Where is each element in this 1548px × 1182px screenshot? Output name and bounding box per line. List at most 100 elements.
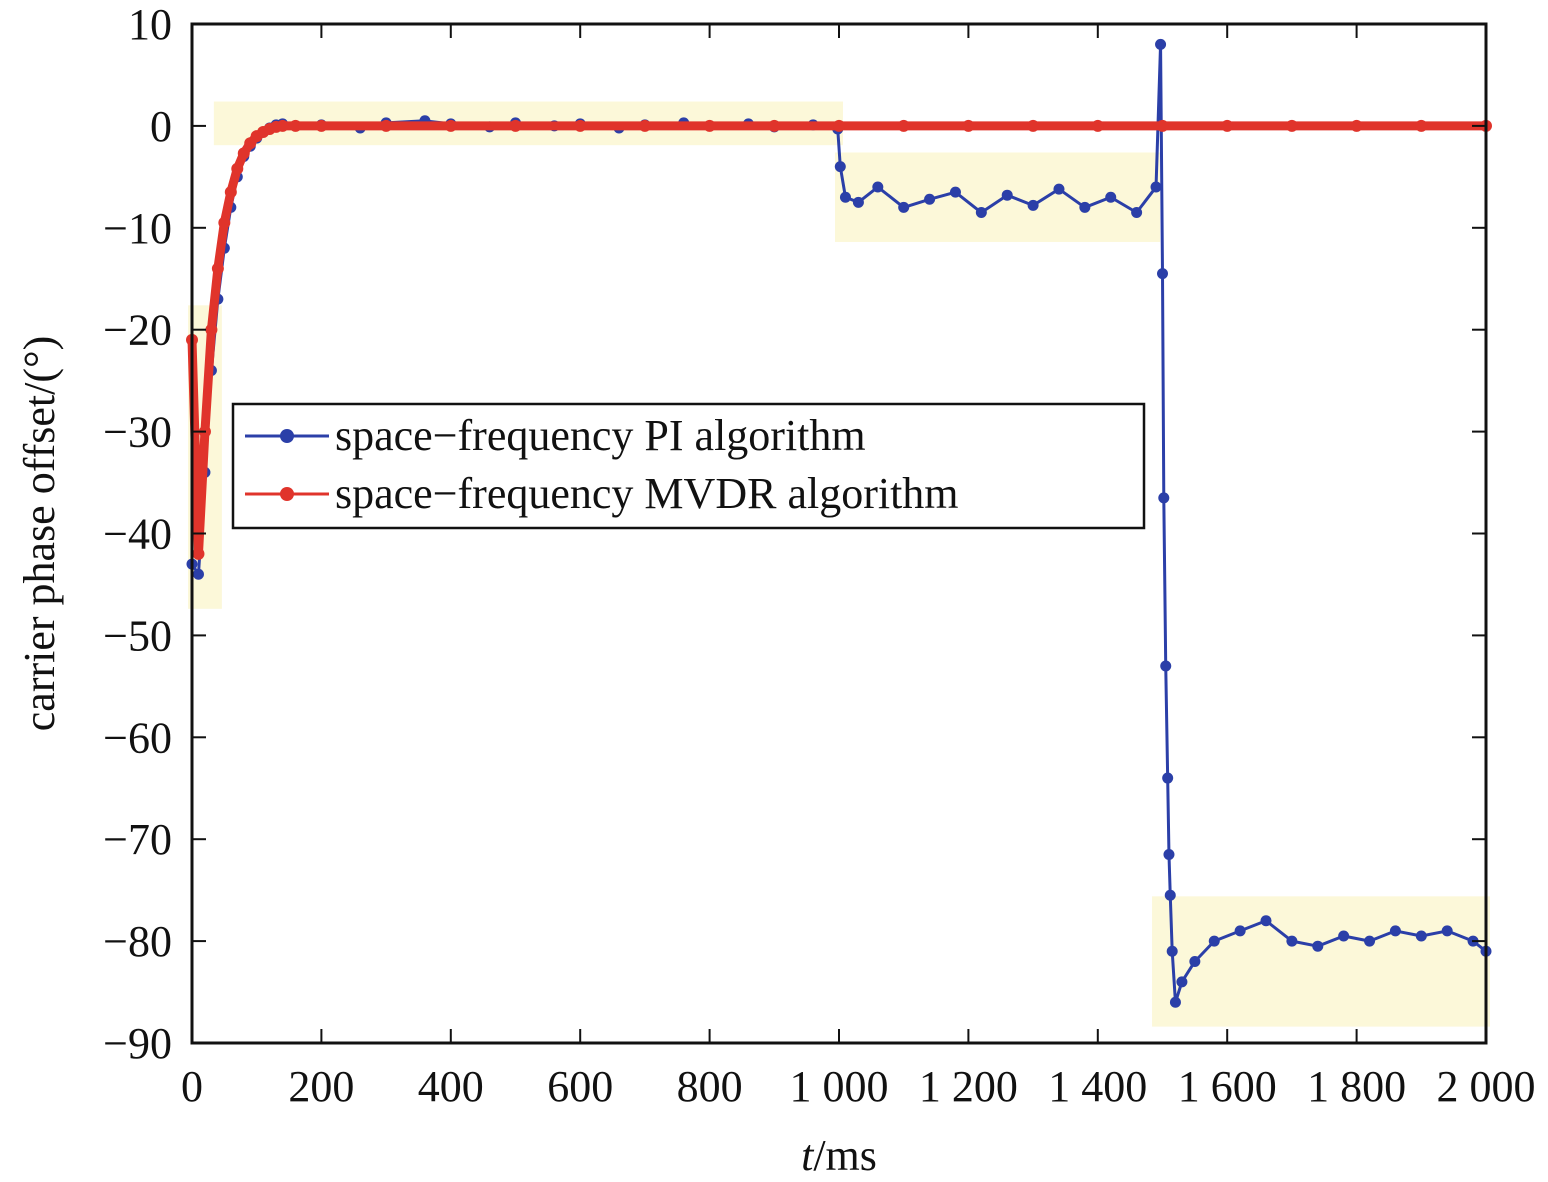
y-tick-label: 0 bbox=[150, 102, 172, 151]
x-tick-label: 1 200 bbox=[919, 1062, 1018, 1111]
data-point bbox=[1158, 492, 1170, 504]
x-axis-title-italic: t bbox=[801, 1131, 815, 1180]
data-point bbox=[975, 207, 987, 219]
y-tick-label: −10 bbox=[103, 204, 172, 253]
data-point bbox=[1285, 119, 1298, 132]
data-point bbox=[1162, 772, 1174, 784]
data-point bbox=[1163, 848, 1175, 860]
y-tick-label: −90 bbox=[103, 1019, 172, 1068]
data-point bbox=[1160, 660, 1172, 672]
legend: space−frequency PI algorithm space−frequ… bbox=[231, 402, 1146, 530]
data-point bbox=[1389, 925, 1401, 937]
data-point bbox=[380, 119, 393, 132]
data-point bbox=[1364, 935, 1376, 947]
legend-label-pi: space−frequency PI algorithm bbox=[335, 411, 866, 460]
data-point bbox=[237, 147, 250, 160]
data-point bbox=[1156, 119, 1169, 132]
data-point bbox=[839, 191, 851, 203]
y-tick-label: 10 bbox=[128, 0, 172, 49]
data-point bbox=[1189, 955, 1201, 967]
data-point bbox=[897, 119, 910, 132]
data-point bbox=[1350, 119, 1363, 132]
data-point bbox=[574, 119, 587, 132]
data-point bbox=[1001, 189, 1013, 201]
data-point bbox=[1166, 945, 1178, 957]
x-tick-label: 2 000 bbox=[1437, 1062, 1536, 1111]
data-point bbox=[924, 193, 936, 205]
y-tick-label: −80 bbox=[103, 917, 172, 966]
data-point bbox=[898, 201, 910, 213]
y-tick-label: −60 bbox=[103, 713, 172, 762]
data-point bbox=[1176, 976, 1188, 988]
data-point bbox=[444, 119, 457, 132]
x-axis-title-rest: /ms bbox=[813, 1131, 877, 1180]
x-axis-title: t/ms bbox=[801, 1131, 877, 1180]
data-point bbox=[289, 119, 302, 132]
x-tick-label: 400 bbox=[418, 1062, 484, 1111]
data-point bbox=[1105, 191, 1117, 203]
y-tick-label: −50 bbox=[103, 611, 172, 660]
x-tick-label: 600 bbox=[547, 1062, 613, 1111]
highlight-bands bbox=[188, 101, 1490, 1027]
y-tick-label: −30 bbox=[103, 408, 172, 457]
data-point bbox=[1079, 201, 1091, 213]
data-point bbox=[1027, 119, 1040, 132]
data-point bbox=[205, 323, 218, 336]
series-mvdr bbox=[186, 119, 1492, 560]
x-tick-label: 0 bbox=[181, 1062, 203, 1111]
x-tick-label: 1 400 bbox=[1048, 1062, 1147, 1111]
legend-marker-pi bbox=[280, 429, 294, 443]
data-point bbox=[1221, 119, 1234, 132]
data-point bbox=[231, 162, 244, 175]
data-point bbox=[1091, 119, 1104, 132]
legend-box bbox=[231, 402, 1146, 530]
data-point bbox=[1169, 996, 1181, 1008]
data-point bbox=[1234, 925, 1246, 937]
y-tick-label: −70 bbox=[103, 815, 172, 864]
data-point bbox=[1260, 915, 1272, 927]
data-point bbox=[1027, 199, 1039, 211]
data-point bbox=[509, 119, 522, 132]
data-point bbox=[224, 186, 237, 199]
data-point bbox=[315, 119, 328, 132]
data-point bbox=[834, 161, 846, 173]
y-axis-title: carrier phase offset/(°) bbox=[15, 336, 64, 731]
data-point bbox=[192, 568, 204, 580]
data-point bbox=[1338, 930, 1350, 942]
data-point bbox=[192, 547, 205, 560]
x-tick-label: 200 bbox=[288, 1062, 354, 1111]
data-point bbox=[1286, 935, 1298, 947]
data-point bbox=[276, 119, 289, 132]
data-point bbox=[1155, 38, 1167, 50]
data-point bbox=[833, 119, 845, 132]
data-point bbox=[1164, 889, 1176, 901]
data-point bbox=[852, 196, 864, 208]
legend-marker-mvdr bbox=[280, 487, 294, 501]
legend-label-mvdr: space−frequency MVDR algorithm bbox=[335, 469, 959, 518]
data-point bbox=[962, 119, 975, 132]
x-tick-label: 1 600 bbox=[1178, 1062, 1277, 1111]
data-point bbox=[1415, 930, 1427, 942]
y-tick-label: −20 bbox=[103, 306, 172, 355]
y-axis: 10 0 −10 −20 −30 −40 −50 −60 −70 −80 −90 bbox=[103, 0, 1486, 1068]
data-point bbox=[218, 216, 231, 229]
data-point bbox=[872, 181, 884, 193]
data-point bbox=[211, 262, 224, 275]
y-tick-label: −40 bbox=[103, 510, 172, 559]
x-tick-label: 1 800 bbox=[1307, 1062, 1406, 1111]
data-point bbox=[638, 119, 651, 132]
legend-item-mvdr: space−frequency MVDR algorithm bbox=[245, 469, 959, 518]
legend-item-pi: space−frequency PI algorithm bbox=[245, 411, 866, 460]
data-point bbox=[1157, 268, 1168, 280]
data-point bbox=[1312, 940, 1324, 952]
data-point bbox=[1150, 181, 1162, 193]
data-point bbox=[1415, 119, 1428, 132]
data-point bbox=[1131, 207, 1143, 219]
data-point bbox=[1441, 925, 1453, 937]
data-point bbox=[949, 186, 961, 198]
x-tick-label: 800 bbox=[677, 1062, 743, 1111]
data-point bbox=[1053, 183, 1065, 195]
data-point bbox=[1208, 935, 1220, 947]
highlight-band bbox=[1152, 896, 1490, 1027]
